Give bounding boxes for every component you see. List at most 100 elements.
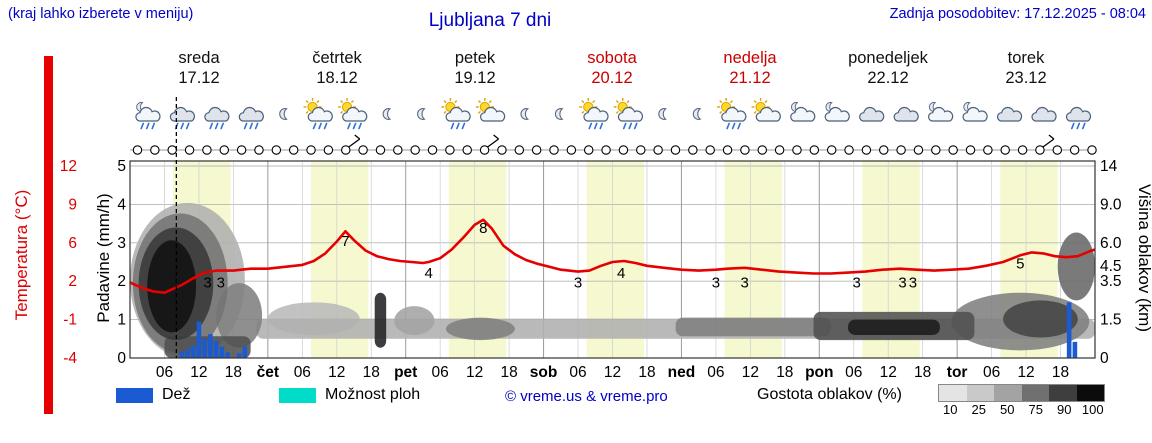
svg-text:3: 3 — [574, 275, 582, 292]
svg-text:tor: tor — [947, 364, 968, 381]
svg-text:-1: -1 — [63, 312, 77, 329]
rain-icon — [461, 122, 466, 130]
calm-wind-icon — [497, 145, 507, 155]
weather-icon-moon-cloud — [824, 101, 850, 122]
last-update: Zadnja posodobitev: 17.12.2025 - 08:04 — [889, 6, 1146, 22]
weather-icon-moon — [279, 108, 288, 120]
rain-icon — [450, 122, 455, 130]
svg-text:0: 0 — [1100, 350, 1109, 367]
calm-wind-icon — [306, 145, 316, 155]
rain-icon — [214, 122, 219, 130]
cloud-icon — [996, 106, 1023, 122]
weather-icon-sun-cloud — [751, 98, 781, 122]
cloud-icon — [928, 106, 954, 122]
svg-text:3: 3 — [217, 275, 225, 292]
rain-icon — [1070, 122, 1075, 130]
calm-wind-icon — [757, 145, 768, 155]
showers-legend-label: Možnost ploh — [325, 386, 421, 403]
cloud-icon — [307, 106, 333, 122]
calm-wind-icon — [601, 145, 611, 155]
weather-icon-cloud-rain — [238, 106, 264, 130]
calm-wind-icon — [566, 145, 577, 155]
copyright-link[interactable]: © vreme.us & vreme.pro — [505, 388, 668, 405]
menu-hint: (kraj lahko izberete v meniju) — [8, 6, 194, 22]
svg-text:9: 9 — [68, 196, 77, 213]
calm-wind-icon — [254, 145, 264, 155]
cloud-icon — [755, 106, 781, 122]
day-name: petek — [454, 49, 496, 67]
calm-wind-icon — [583, 145, 594, 155]
rain-icon — [731, 122, 736, 130]
calm-wind-icon — [670, 145, 681, 155]
weather-icon-moon — [554, 108, 564, 120]
svg-text:6: 6 — [68, 235, 77, 252]
cloud-icon — [1065, 106, 1092, 122]
svg-text:18: 18 — [914, 364, 931, 381]
weather-icon-moon — [520, 108, 529, 120]
day-header-1: četrtek 18.12 — [272, 48, 402, 88]
day-date: 19.12 — [454, 69, 496, 87]
calm-wind-icon — [375, 145, 386, 155]
cloud-axis-ticks: 14 9.0 6.0 4.53.5 1.5 0 — [1100, 158, 1122, 367]
svg-text:12: 12 — [742, 364, 759, 381]
svg-text:2: 2 — [68, 273, 77, 290]
showers-legend-swatch — [279, 388, 316, 403]
wind-symbols-row — [130, 134, 1097, 155]
calm-wind-icon — [167, 145, 177, 155]
scale-label: 100 — [1081, 402, 1104, 417]
temperature-axis-strip — [44, 56, 53, 414]
calm-wind-icon — [1052, 145, 1063, 155]
precip-axis-ticks: 5 4 3 2 1 0 — [117, 158, 126, 367]
cloud-icon — [721, 106, 747, 122]
calm-wind-icon — [549, 145, 559, 155]
rain-icon — [593, 122, 598, 130]
rain-icon — [622, 122, 627, 130]
calm-wind-icon — [618, 145, 629, 155]
scale-label: 90 — [1057, 402, 1072, 417]
weather-icon-moon — [658, 108, 667, 120]
calm-wind-icon — [150, 145, 160, 155]
rain-icon — [254, 122, 259, 130]
rain-icon — [588, 122, 593, 130]
svg-text:pon: pon — [805, 364, 833, 381]
calm-wind-icon — [531, 145, 542, 155]
calm-wind-icon — [809, 145, 820, 155]
svg-text:3: 3 — [117, 235, 126, 252]
calm-wind-icon — [184, 145, 195, 155]
rain-icon — [347, 122, 351, 130]
calm-wind-icon — [1000, 145, 1010, 155]
rain-icon — [358, 122, 362, 130]
weather-icon-moon-cloud — [790, 101, 816, 122]
wind-barb-icon — [487, 138, 499, 148]
wind-barb-icon — [1042, 138, 1055, 148]
cloud-density-scale-labels: 10 25 50 75 90 100 — [936, 402, 1107, 417]
weather-icon-sun-cloud-rain — [717, 98, 747, 130]
svg-text:14: 14 — [1100, 158, 1118, 175]
calm-wind-icon — [774, 145, 785, 155]
calm-wind-icon — [132, 145, 143, 155]
svg-text:3: 3 — [852, 275, 860, 292]
day-header-6: torek 23.12 — [961, 48, 1091, 88]
cloud-icon — [617, 106, 644, 122]
cloud-icon — [790, 106, 816, 122]
rain-icon — [220, 122, 224, 130]
cloud-icon — [583, 106, 609, 122]
day-name: sreda — [178, 49, 220, 67]
calm-wind-icon — [705, 145, 715, 155]
calm-wind-icon — [983, 145, 993, 155]
svg-text:4: 4 — [617, 265, 625, 282]
svg-text:5: 5 — [1016, 255, 1024, 272]
calm-wind-icon — [341, 145, 351, 155]
cloud-icon — [204, 106, 230, 122]
svg-text:9.0: 9.0 — [1100, 196, 1122, 213]
svg-text:18: 18 — [363, 364, 380, 381]
day-header-3: sobota 20.12 — [547, 48, 677, 88]
rain-icon — [352, 122, 357, 130]
calm-wind-icon — [826, 145, 837, 155]
svg-text:12: 12 — [328, 364, 345, 381]
chart-frame — [129, 160, 1096, 359]
wind-barb-icon — [348, 138, 361, 148]
day-name: nedelja — [723, 49, 777, 67]
wind-barb-icon — [354, 134, 361, 140]
cloud-density-scale — [938, 384, 1105, 402]
